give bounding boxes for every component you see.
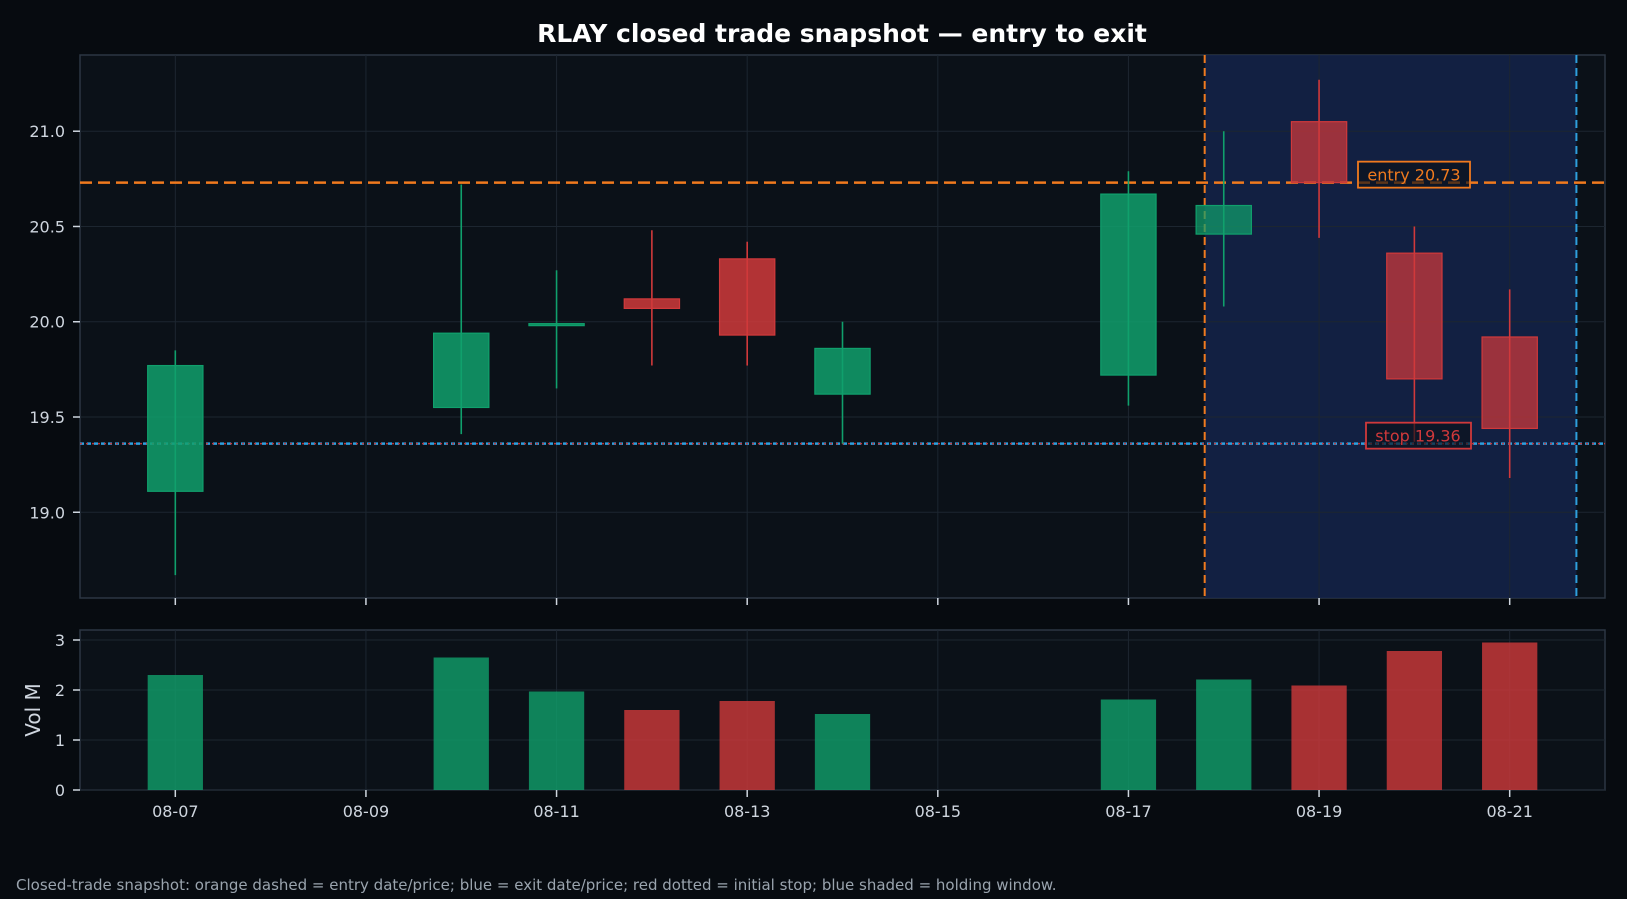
x-tick-label: 08-07	[152, 802, 199, 821]
volume-bar	[528, 691, 585, 790]
volume-bar	[814, 714, 871, 790]
candle-body	[718, 258, 776, 336]
volume-axis-label: Vol M	[21, 683, 45, 737]
volume-bar	[147, 675, 203, 790]
volume-y-tick-label: 1	[55, 731, 65, 750]
price-y-tick-label: 20.0	[29, 313, 65, 332]
x-tick-label: 08-17	[1105, 802, 1152, 821]
x-tick-label: 08-13	[724, 802, 771, 821]
stop-annotation-label: stop 19.36	[1375, 427, 1460, 446]
price-y-tick-label: 20.5	[29, 217, 65, 236]
volume-y-tick-label: 0	[55, 781, 65, 800]
candle-body	[1100, 193, 1157, 376]
volume-bar	[1482, 642, 1538, 790]
candle-body	[1481, 336, 1538, 430]
volume-bar	[624, 710, 680, 790]
volume-bar	[1291, 685, 1347, 790]
volume-y-tick-label: 2	[55, 681, 65, 700]
price-y-tick-label: 21.0	[29, 122, 65, 141]
x-tick-label: 08-15	[915, 802, 962, 821]
chart-title: RLAY closed trade snapshot — entry to ex…	[537, 19, 1147, 48]
volume-bar	[719, 701, 775, 790]
x-tick-label: 08-19	[1296, 802, 1343, 821]
candle-body	[147, 364, 204, 492]
volume-bar	[1196, 679, 1252, 790]
candle-body	[528, 323, 585, 327]
candle-body	[1195, 204, 1252, 235]
entry-annotation-label: entry 20.73	[1367, 166, 1460, 185]
candle-body	[623, 298, 681, 310]
chart-caption: Closed-trade snapshot: orange dashed = e…	[16, 876, 1057, 894]
candle-body	[814, 347, 871, 395]
volume-bar	[433, 657, 489, 790]
volume-bar	[1386, 651, 1443, 790]
x-tick-label: 08-21	[1486, 802, 1533, 821]
candle-body	[1386, 252, 1443, 380]
candle-body	[1290, 121, 1348, 184]
entry-annotation-box	[1357, 160, 1471, 189]
volume-y-tick-label: 3	[55, 631, 65, 650]
candle-body	[433, 332, 490, 409]
x-tick-label: 08-11	[533, 802, 580, 821]
stop-annotation-box	[1365, 421, 1472, 450]
price-y-tick-label: 19.0	[29, 503, 65, 522]
price-y-tick-label: 19.5	[29, 408, 65, 427]
x-tick-label: 08-09	[343, 802, 390, 821]
volume-bar	[1100, 699, 1157, 790]
